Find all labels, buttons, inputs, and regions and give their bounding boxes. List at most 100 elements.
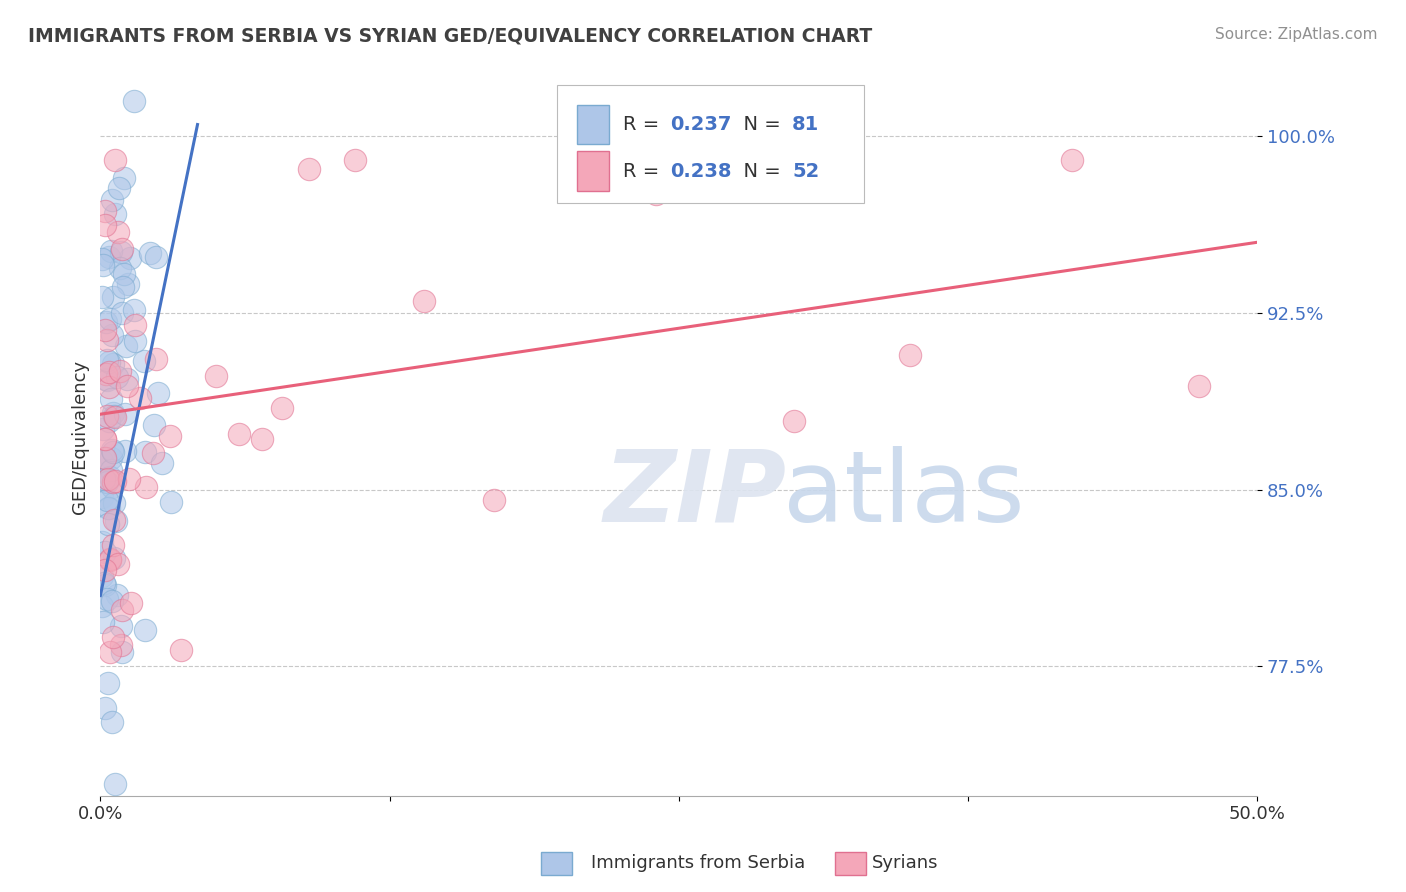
Point (112, 171, 135, 186)
Point (96, 592, 118, 607)
Point (103, 551, 125, 566)
Y-axis label: GED/Equivalency: GED/Equivalency (72, 359, 89, 514)
Bar (576, 152, 609, 191)
Text: 0.238: 0.238 (671, 162, 733, 181)
Point (105, 370, 128, 384)
Point (100, 463, 122, 477)
Point (98, 470, 121, 484)
Point (134, 354, 156, 368)
Point (228, 427, 250, 442)
Point (94, 450, 117, 465)
Point (124, 334, 146, 348)
Point (129, 392, 152, 406)
Point (270, 401, 292, 416)
Point (90, 490, 112, 504)
Bar (576, 104, 609, 145)
Point (94, 545, 117, 559)
Point (110, 638, 132, 652)
Point (97, 472, 120, 486)
Point (98, 501, 121, 516)
Point (91, 422, 114, 436)
Point (97, 676, 120, 690)
Point (104, 153, 127, 167)
Point (105, 588, 128, 602)
Point (644, 186, 666, 201)
Point (107, 557, 129, 571)
Point (101, 289, 124, 303)
Point (114, 407, 136, 421)
Point (297, 162, 319, 177)
Point (91, 259, 114, 273)
Point (101, 406, 124, 420)
Point (115, 339, 138, 353)
Point (90, 535, 112, 549)
Point (98, 250, 121, 264)
Point (205, 369, 228, 384)
Point (100, 451, 122, 466)
Point (145, 250, 167, 264)
Point (96, 493, 118, 508)
Text: ZIP: ZIP (603, 446, 786, 542)
Point (98, 645, 121, 659)
Text: 81: 81 (792, 115, 820, 135)
Point (103, 409, 125, 423)
Point (91, 252, 114, 266)
Point (111, 242, 134, 256)
Point (100, 392, 122, 406)
Point (104, 474, 127, 488)
Point (94, 563, 117, 577)
Point (146, 385, 169, 400)
Point (94, 323, 117, 337)
Point (135, 479, 157, 493)
Point (139, 246, 162, 260)
Point (98, 380, 121, 394)
Point (112, 280, 135, 294)
Point (97, 501, 120, 516)
Text: 52: 52 (792, 162, 820, 181)
Point (108, 180, 131, 194)
Point (96, 353, 118, 368)
Point (101, 593, 124, 607)
Point (111, 305, 134, 319)
Point (160, 495, 183, 509)
Point (159, 429, 181, 443)
Point (118, 472, 141, 486)
Point (343, 153, 366, 167)
Point (252, 432, 274, 446)
Point (111, 603, 134, 617)
Point (94, 433, 117, 447)
Point (120, 251, 142, 265)
Point (124, 303, 146, 318)
Point (97, 414, 120, 428)
Point (103, 357, 125, 371)
Point (103, 538, 125, 552)
Point (124, 318, 146, 333)
Point (93, 576, 115, 591)
Point (101, 715, 124, 730)
Point (101, 442, 124, 457)
Point (117, 372, 139, 386)
Point (122, 94, 145, 108)
Point (110, 619, 132, 633)
Point (120, 596, 142, 610)
Point (117, 277, 139, 291)
Point (96, 373, 118, 387)
Point (90, 290, 112, 304)
Point (94, 372, 117, 386)
Point (104, 207, 127, 221)
Point (93, 578, 115, 592)
Point (93, 472, 115, 486)
Text: R =: R = (623, 162, 665, 181)
Text: R =: R = (623, 115, 665, 135)
Point (91, 615, 114, 630)
Text: N =: N = (731, 115, 787, 135)
Point (413, 294, 436, 309)
Point (114, 444, 136, 458)
Point (482, 493, 505, 508)
Point (107, 225, 129, 239)
Point (117, 379, 139, 393)
Point (783, 414, 806, 428)
Point (110, 244, 132, 259)
Text: Syrians: Syrians (872, 855, 938, 872)
Point (898, 348, 921, 362)
